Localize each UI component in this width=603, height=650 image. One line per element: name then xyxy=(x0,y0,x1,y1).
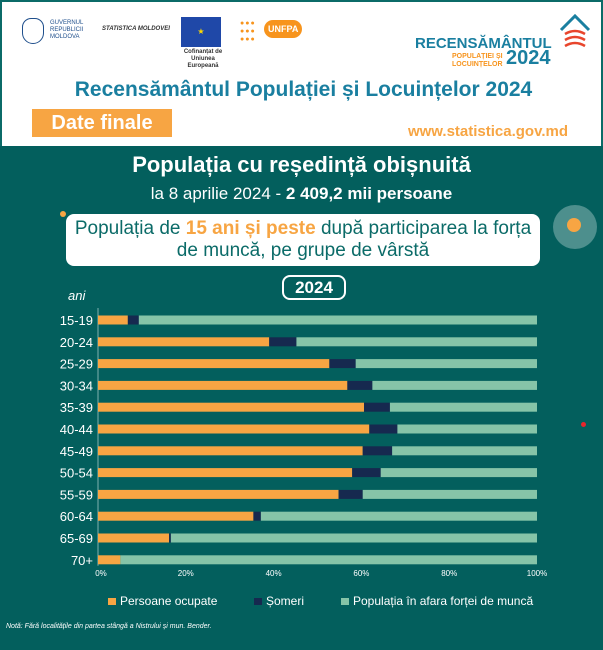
category-label: 30-34 xyxy=(60,378,93,393)
bar-segment-inactive xyxy=(355,359,537,369)
census-logo-title: RECENSĂMÂNTUL xyxy=(415,35,552,52)
decorative-dot xyxy=(567,218,581,232)
section-heading: Populația cu reședință obișnuită xyxy=(132,152,471,177)
x-tick-label: 60% xyxy=(353,569,369,578)
bar-segment-unemployed xyxy=(169,533,171,543)
bar-segment-inactive xyxy=(380,468,537,478)
legend-unemployed: Șomeri xyxy=(254,594,304,608)
bar-segment-unemployed xyxy=(329,359,356,369)
bar-segment-employed xyxy=(98,511,254,521)
bar-segment-unemployed xyxy=(253,511,261,521)
eu-caption: Cofinanțat de Uniunea Europeană xyxy=(183,49,223,70)
bar-segment-employed xyxy=(98,424,370,434)
date-text: la 8 aprilie 2024 - xyxy=(150,184,286,203)
category-label: 70+ xyxy=(71,553,93,568)
bar-segment-unemployed xyxy=(127,315,139,325)
chart-title-highlight: 15 ani și peste xyxy=(185,218,316,239)
legend-swatch xyxy=(341,597,349,605)
chart-title-pre: Populația de xyxy=(74,218,186,239)
category-label: 45-49 xyxy=(60,444,93,459)
government-logo: GUVERNUL REPUBLICII MOLDOVA xyxy=(50,20,84,41)
bar-segment-inactive xyxy=(397,424,537,434)
population-total: 2 409,2 mii persoane xyxy=(285,184,453,203)
bar-segment-employed xyxy=(98,446,363,456)
bar-segment-inactive xyxy=(362,489,537,499)
bar-segment-employed xyxy=(98,468,353,478)
unfpa-logo: UNFPA xyxy=(264,20,303,38)
section-subheading: la 8 aprilie 2024 - 2 409,2 mii persoane xyxy=(0,184,603,204)
census-logo-year: 2024 xyxy=(506,47,551,69)
category-label: 60-64 xyxy=(60,509,93,524)
bar-segment-inactive xyxy=(170,533,537,543)
bar-segment-unemployed xyxy=(364,402,390,412)
bar-segment-unemployed xyxy=(338,489,363,499)
bar-segment-employed xyxy=(98,489,339,499)
bar-segment-unemployed xyxy=(352,468,381,478)
bar-segment-employed xyxy=(98,337,270,347)
bar-segment-employed xyxy=(98,315,128,325)
decorative-dot xyxy=(581,422,586,427)
statistics-logo: STATISTICA MOLDOVEI xyxy=(102,26,170,32)
x-tick-label: 40% xyxy=(266,569,282,578)
category-label: 15-19 xyxy=(60,313,93,328)
bar-segment-inactive xyxy=(389,402,537,412)
page-title: Recensământul Populației și Locuințelor … xyxy=(74,78,533,101)
legend-swatch xyxy=(254,597,262,605)
x-tick-label: 100% xyxy=(527,569,547,578)
bar-segment-inactive xyxy=(260,511,537,521)
bar-segment-employed xyxy=(98,402,365,412)
bar-segment-unemployed xyxy=(369,424,398,434)
x-tick-label: 20% xyxy=(178,569,194,578)
category-label: 35-39 xyxy=(60,400,93,415)
bar-segment-inactive xyxy=(138,315,537,325)
bar-segment-unemployed xyxy=(347,380,373,390)
category-label: 40-44 xyxy=(60,422,93,437)
bar-segment-employed xyxy=(98,533,170,543)
category-label: 55-59 xyxy=(60,487,93,502)
bar-segment-unemployed xyxy=(362,446,393,456)
bar-segment-employed xyxy=(98,380,348,390)
bar-segment-inactive xyxy=(296,337,537,347)
legend-label: Populația în afara forței de muncă xyxy=(353,594,534,608)
decorative-dot xyxy=(60,211,66,217)
y-axis-label: ani xyxy=(68,288,86,303)
census-logo-subtitle: POPULAȚIEI ȘI LOCUINȚELOR xyxy=(452,53,503,68)
bar-segment-employed xyxy=(98,555,121,565)
bar-segment-unemployed xyxy=(269,337,297,347)
unfpa-dots-icon: ●●● ●●● ●●● xyxy=(240,20,256,43)
category-label: 65-69 xyxy=(60,531,93,546)
x-tick-label: 80% xyxy=(441,569,457,578)
moldova-coat-of-arms-icon xyxy=(22,18,44,44)
footnote: Notă: Fără localitățile din partea stâng… xyxy=(6,623,212,630)
bar-segment-inactive xyxy=(120,555,537,565)
category-label: 20-24 xyxy=(60,335,93,350)
census-house-icon xyxy=(559,13,591,48)
chart-title-box: Populația de 15 ani și peste după partic… xyxy=(66,214,540,266)
legend-swatch xyxy=(108,597,116,605)
legend-label: Șomeri xyxy=(266,594,305,608)
legend-employed: Persoane ocupate xyxy=(108,594,217,608)
category-label: 25-29 xyxy=(60,357,93,372)
legend-inactive: Populația în afara forței de muncă xyxy=(341,594,533,608)
website-link[interactable]: www.statistica.gov.md xyxy=(407,123,568,140)
header: GUVERNUL REPUBLICII MOLDOVA STATISTICA M… xyxy=(0,0,603,146)
final-data-badge: Date finale xyxy=(32,109,172,137)
category-label: 50-54 xyxy=(60,466,93,481)
chart-title-post: după participarea la forța de muncă, pe … xyxy=(176,218,532,261)
bar-segment-inactive xyxy=(372,380,537,390)
eu-flag-icon: ★ xyxy=(181,17,221,47)
year-badge: 2024 xyxy=(282,275,346,300)
bar-segment-inactive xyxy=(392,446,537,456)
legend-label: Persoane ocupate xyxy=(120,594,218,608)
bar-segment-employed xyxy=(98,359,330,369)
x-tick-label: 0% xyxy=(95,569,107,578)
